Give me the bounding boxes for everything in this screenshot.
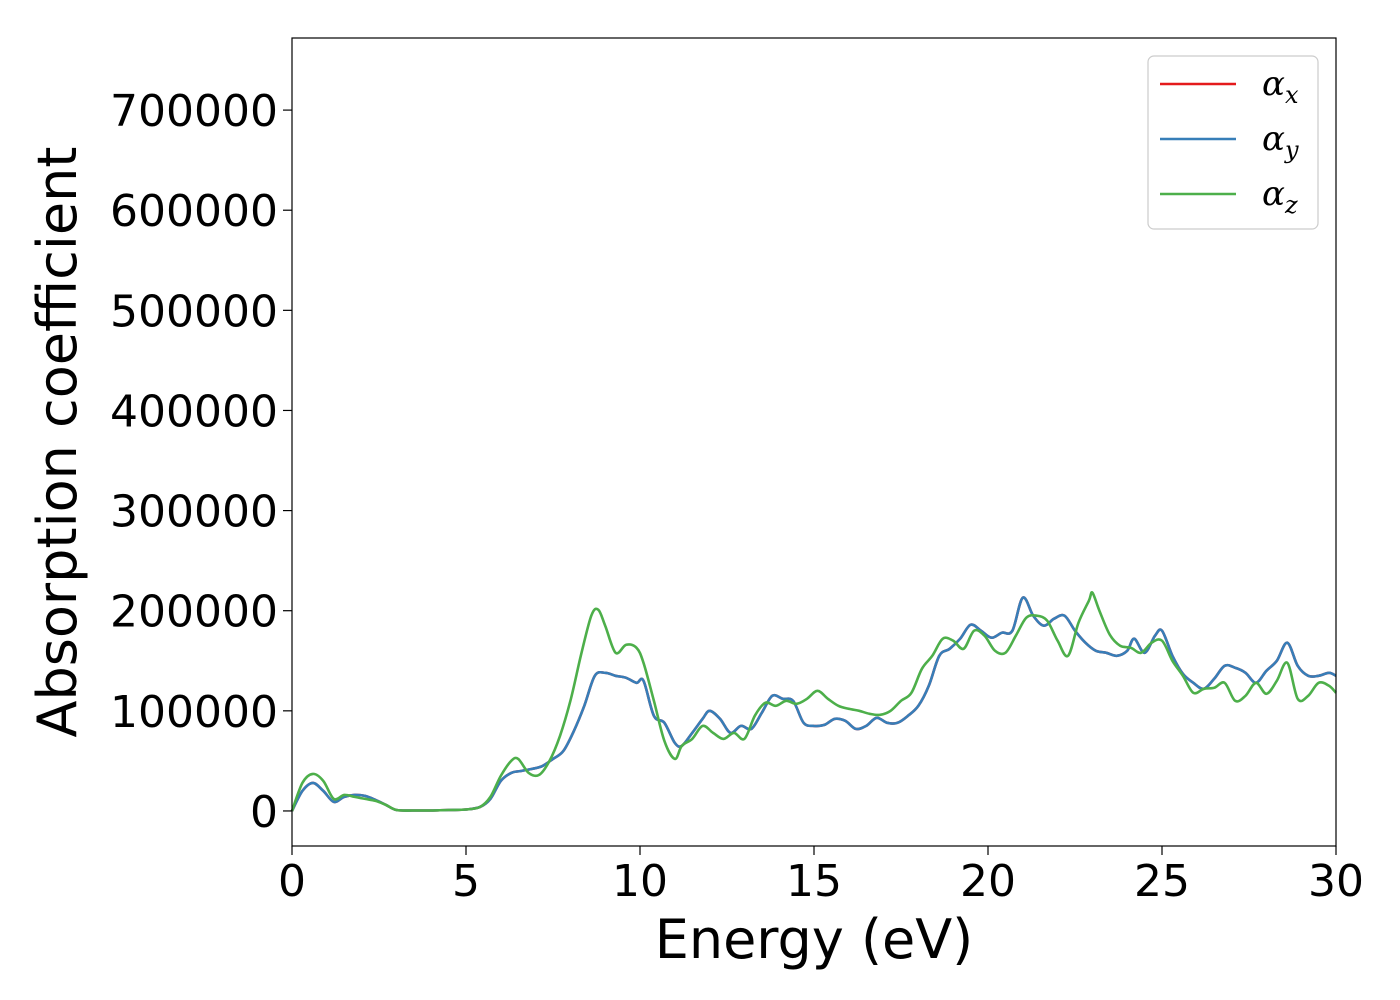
legend-subscript-y: y <box>1284 136 1299 164</box>
y-tick-label: 500000 <box>110 286 278 337</box>
x-tick-label: 0 <box>278 856 306 907</box>
x-axis-label: Energy (eV) <box>655 908 974 971</box>
y-tick-label: 400000 <box>110 386 278 437</box>
y-tick-label: 700000 <box>110 86 278 137</box>
plot-frame <box>291 37 1337 847</box>
series-line-y <box>290 596 1337 812</box>
y-axis-ticks: 0 100000 200000 300000 400000 500000 600000 700… <box>110 86 292 838</box>
x-tick-label: 30 <box>1308 856 1364 907</box>
y-tick-label: 300000 <box>110 487 278 538</box>
x-axis-ticks: 0 5 10 15 20 25 30 <box>278 846 1364 907</box>
x-tick-label: 25 <box>1134 856 1190 907</box>
x-tick-label: 5 <box>452 856 480 907</box>
legend-label-y: αy <box>1262 119 1299 164</box>
x-tick-label: 20 <box>960 856 1016 907</box>
series-layer <box>290 591 1337 812</box>
y-tick-label: 100000 <box>110 687 278 738</box>
x-tick-label: 10 <box>612 856 668 907</box>
y-tick-label: 0 <box>250 787 278 838</box>
x-tick-label: 15 <box>786 856 842 907</box>
y-tick-label: 600000 <box>110 186 278 237</box>
y-tick-label: 200000 <box>110 587 278 638</box>
y-axis-label: Absorption coefficient <box>26 147 89 738</box>
legend-subscript-z: z <box>1284 191 1298 219</box>
legend-subscript-x: x <box>1285 81 1299 109</box>
series-line-z <box>290 591 1337 812</box>
legend-box <box>1147 55 1319 230</box>
